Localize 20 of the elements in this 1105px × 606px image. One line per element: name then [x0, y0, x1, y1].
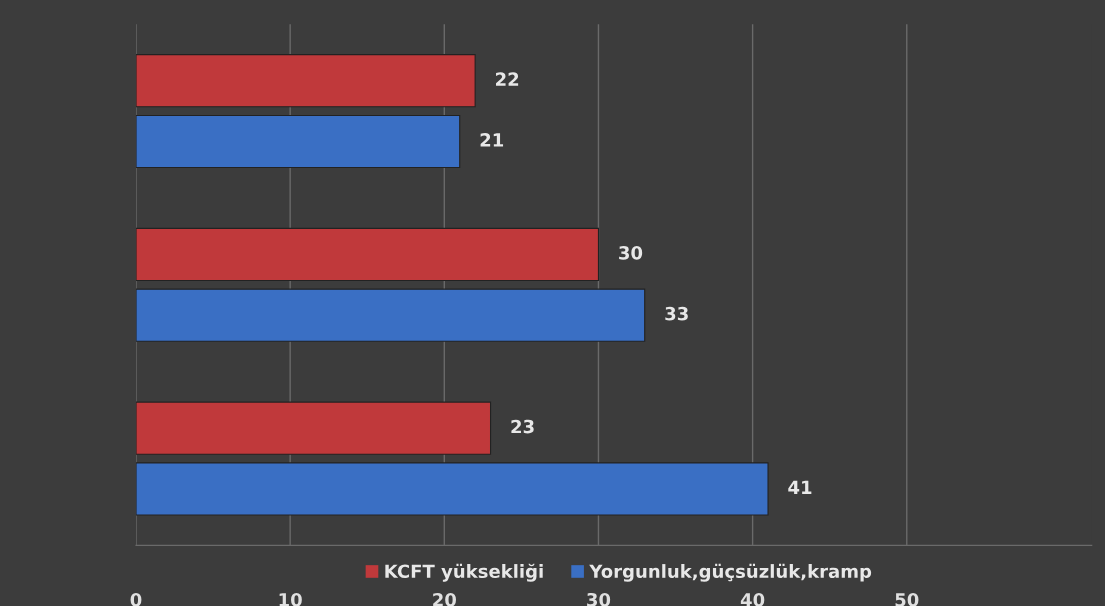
bar	[136, 401, 492, 455]
bar	[136, 288, 646, 342]
bar	[136, 114, 461, 169]
data-label: 22	[496, 72, 519, 86]
data-label: 30	[619, 246, 643, 260]
data-label: 33	[665, 306, 688, 321]
bar	[136, 462, 769, 516]
data-label: 21	[480, 133, 504, 147]
data-label: 23	[511, 419, 534, 434]
bar	[136, 54, 476, 108]
legend-label: KCFT yüksekliği	[385, 563, 543, 582]
legend-label: Yorgunluk,güçsüzlük,kramp	[589, 563, 872, 582]
x-tick-label: 10	[279, 592, 302, 606]
x-tick-label: 0	[130, 592, 142, 606]
x-tick-label: 40	[740, 592, 765, 606]
bar	[136, 227, 600, 282]
x-tick-label: 50	[895, 592, 919, 606]
x-tick-label: 30	[587, 592, 611, 606]
data-label: 41	[788, 480, 812, 494]
x-tick-label: 20	[433, 592, 456, 606]
